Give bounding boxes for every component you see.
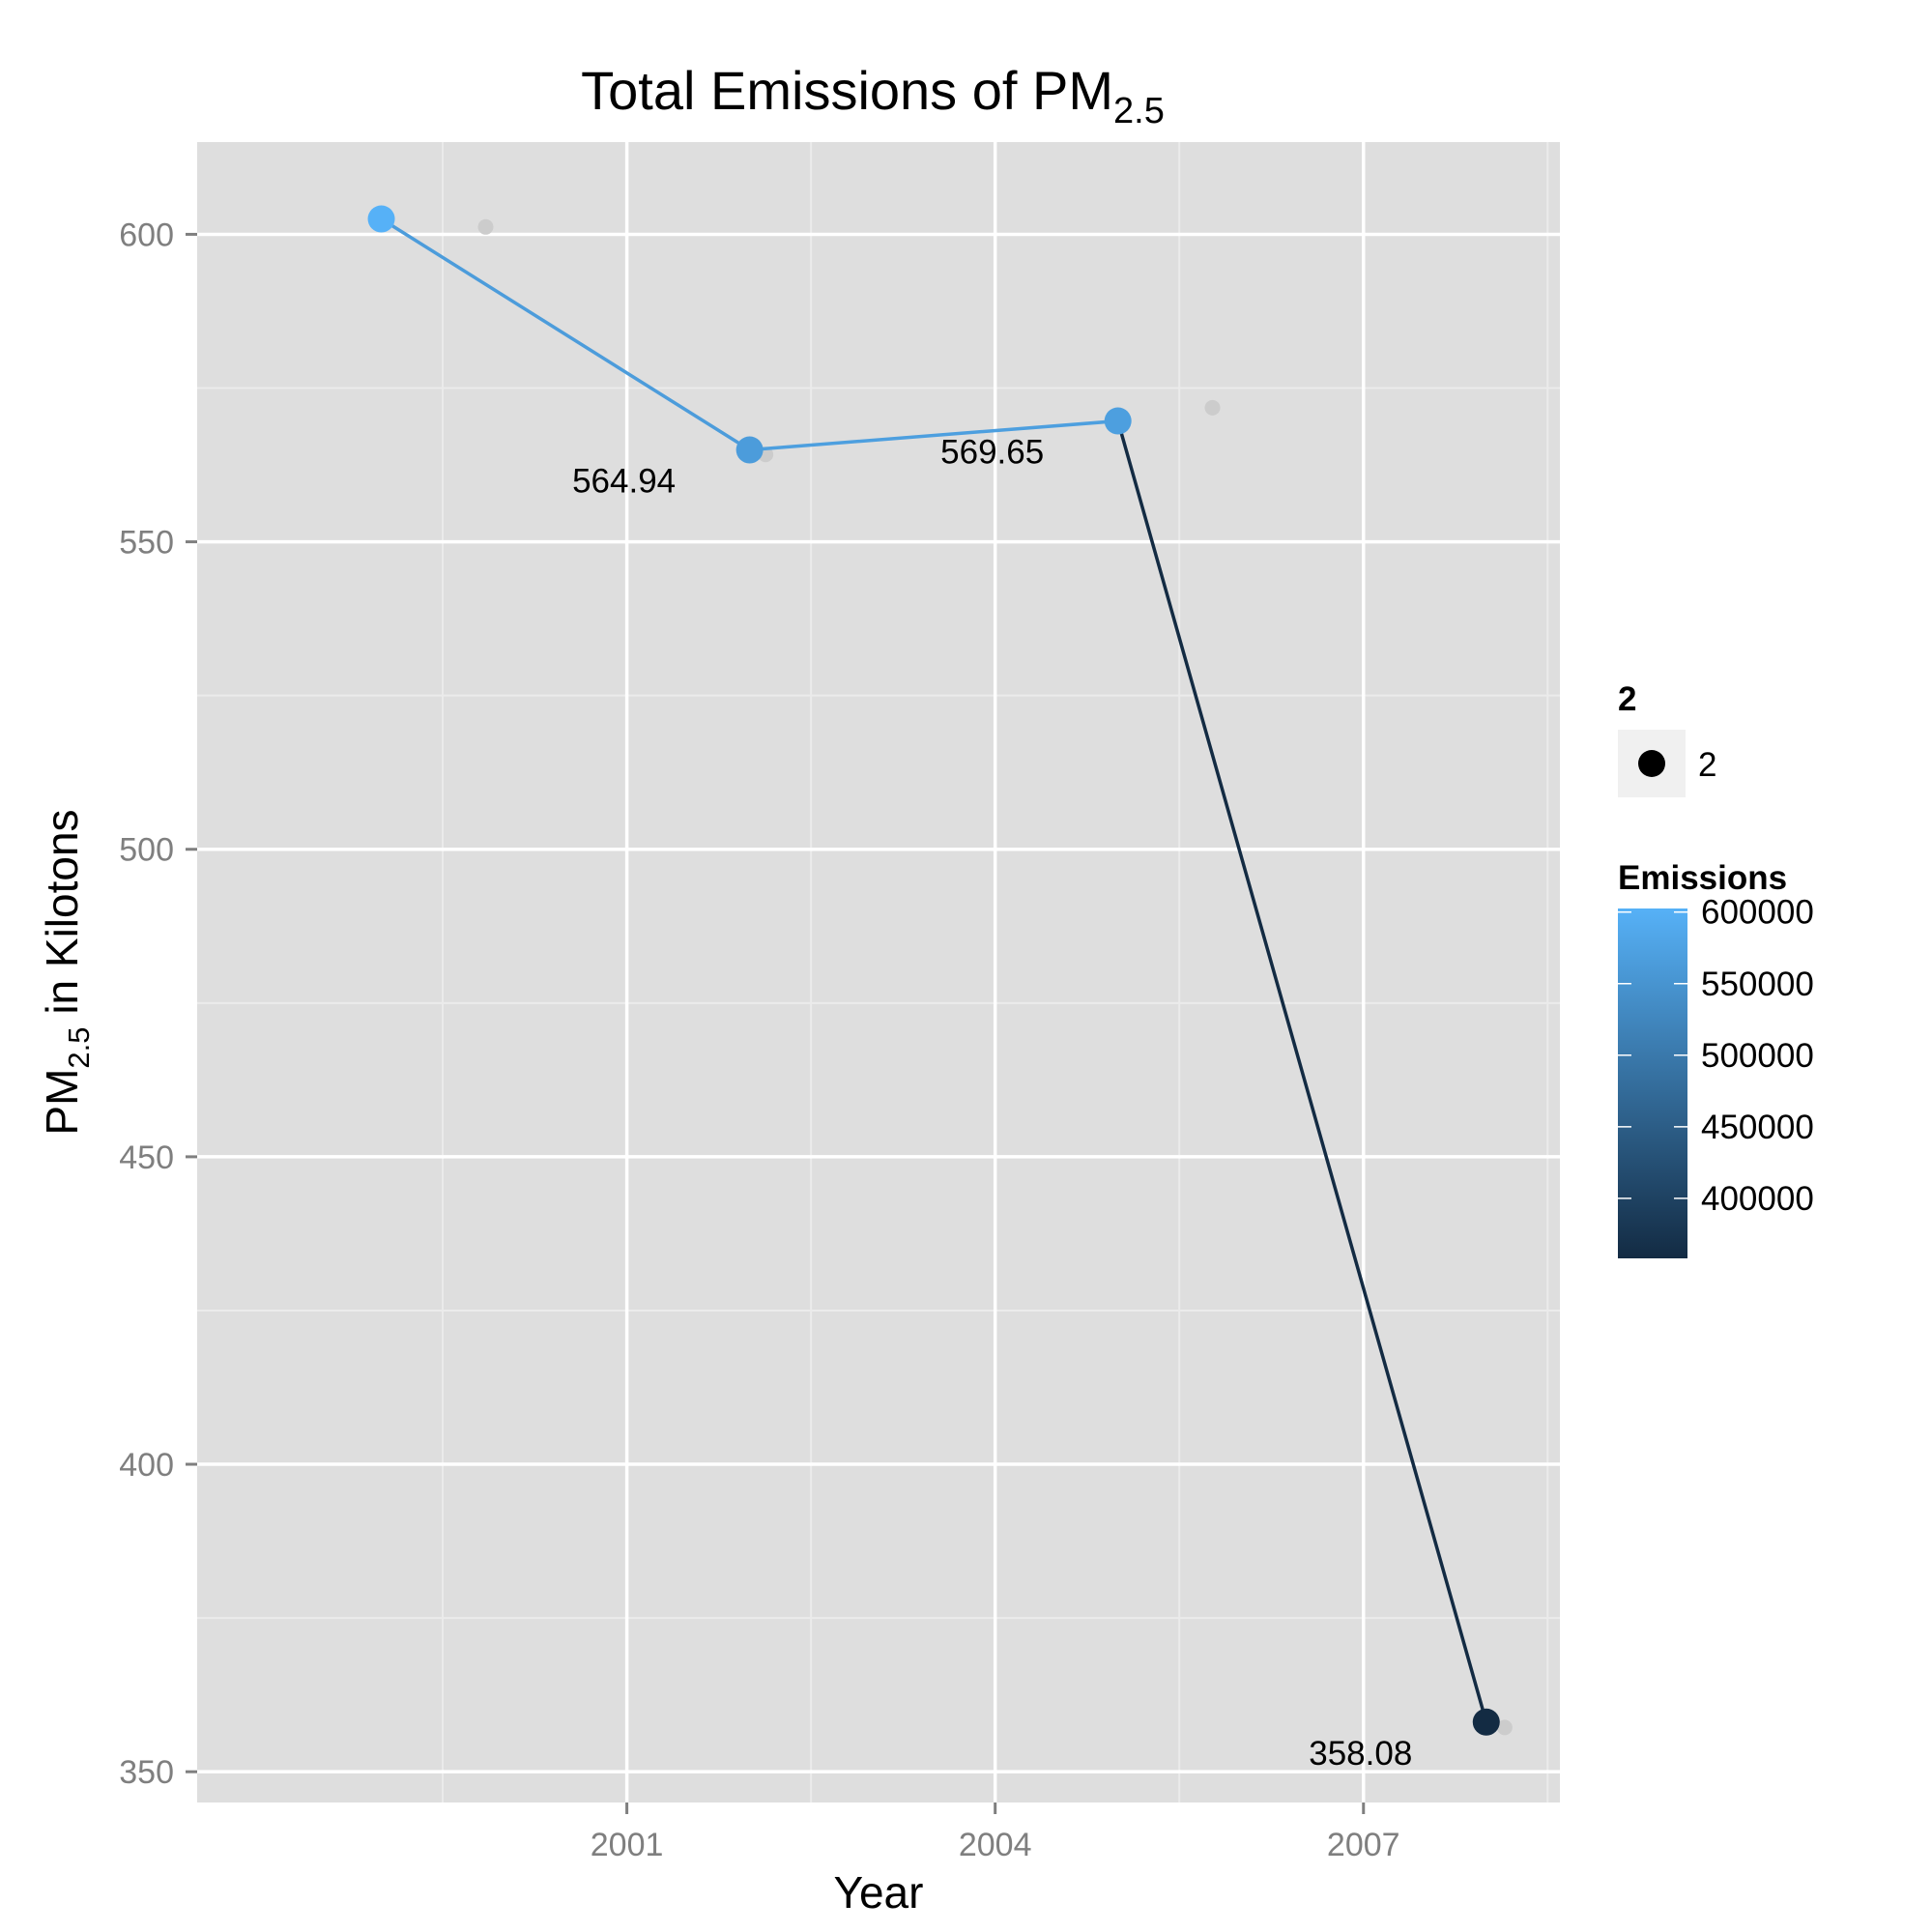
data-labels: 564.94 569.65 358.08: [572, 434, 1412, 1773]
y-axis-title: PM2.5 in Kilotons: [37, 809, 96, 1135]
y-axis-title-subscript: 2.5: [62, 1026, 96, 1068]
y-axis-title-suffix: in Kilotons: [37, 809, 87, 1026]
legend-color: Emissions 600000 550000 500000 450000 400000: [1618, 859, 1814, 1258]
series-line-segment: [379, 216, 752, 452]
series-points: [367, 205, 1500, 1736]
series-point: [735, 436, 764, 464]
legend-shape-label: 2: [1698, 746, 1716, 784]
series-line-segment: [747, 418, 1120, 452]
series-point: [367, 205, 395, 233]
axis-ticks: 2001 2004 2007 350 400 450 500 550 600: [119, 216, 1399, 1863]
y-tick-label: 550: [119, 525, 174, 562]
x-tick-label: 2001: [591, 1827, 664, 1863]
y-tick-label: 350: [119, 1754, 174, 1791]
colorbar-tick-label: 500000: [1701, 1037, 1814, 1075]
data-label: 569.65: [940, 434, 1044, 472]
data-label: 564.94: [572, 463, 676, 501]
colorbar-tick-label: 450000: [1701, 1109, 1814, 1146]
colorbar-tick-label: 400000: [1701, 1180, 1814, 1218]
series-point: [1104, 407, 1132, 435]
series-point: [1472, 1708, 1500, 1736]
legend-shape-title: 2: [1618, 680, 1636, 718]
ghost-point: [477, 218, 494, 235]
data-label: 358.08: [1309, 1735, 1412, 1773]
chart-title-main: Total Emissions of PM: [581, 60, 1113, 121]
chart-title-subscript: 2.5: [1113, 91, 1165, 131]
y-tick-label: 450: [119, 1139, 174, 1176]
y-tick-label: 400: [119, 1447, 174, 1484]
x-tick-label: 2004: [959, 1827, 1032, 1863]
grid-lines: [197, 142, 1560, 1802]
series-lines: [379, 216, 1488, 1724]
legend-color-title: Emissions: [1618, 859, 1787, 897]
legend-shape-point: [1638, 750, 1665, 777]
legend-colorbar: [1618, 908, 1687, 1258]
y-tick-label: 500: [119, 832, 174, 869]
chart-title: Total Emissions of PM2.5: [581, 60, 1165, 131]
series-line-segment: [1115, 418, 1488, 1724]
colorbar-tick-label: 550000: [1701, 966, 1814, 1003]
x-tick-label: 2007: [1327, 1827, 1400, 1863]
colorbar-tick-label: 600000: [1701, 894, 1814, 932]
y-axis-title-prefix: PM: [37, 1069, 87, 1136]
plot-panel: [197, 142, 1560, 1802]
legend-colorbar-ticks: 600000 550000 500000 450000 400000: [1618, 894, 1814, 1218]
y-tick-label: 600: [119, 216, 174, 253]
legend-shape: 2 2: [1618, 680, 1716, 797]
ghost-point: [1204, 399, 1221, 416]
x-axis-title: Year: [834, 1867, 924, 1918]
ghost-point: [1496, 1719, 1513, 1736]
